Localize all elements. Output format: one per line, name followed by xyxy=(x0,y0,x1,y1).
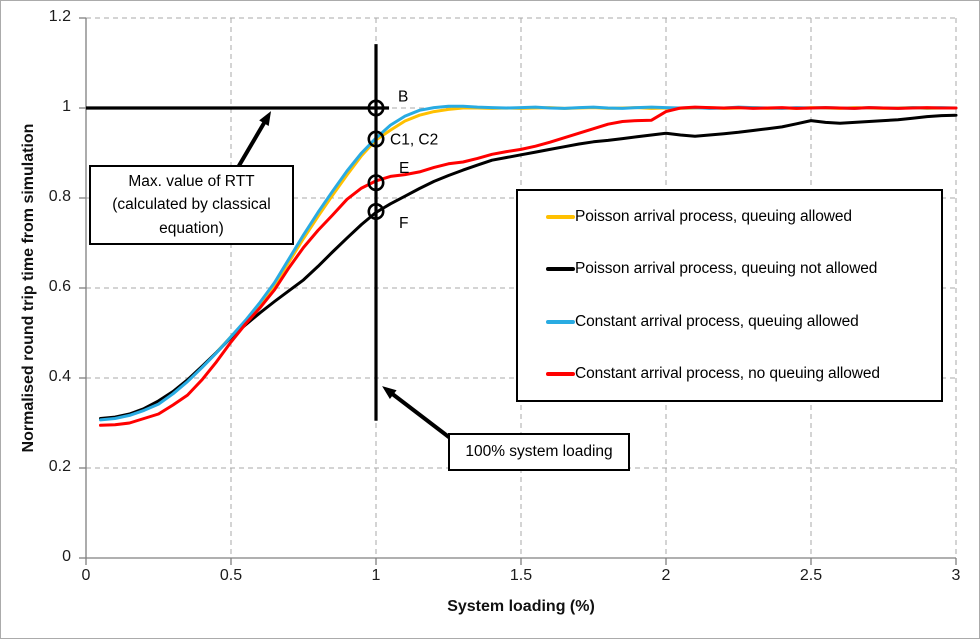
marker-circle-F xyxy=(367,203,385,221)
annotation-arrow-max-rtt xyxy=(236,120,267,168)
x-tick-label-3: 3 xyxy=(951,567,961,584)
y-tick-label-0.4: 0.4 xyxy=(48,368,71,385)
annotation-arrowhead-max-rtt xyxy=(259,111,272,127)
x-tick-label-2: 2 xyxy=(661,567,671,584)
legend-label: Poisson arrival process, queuing not all… xyxy=(575,260,878,278)
legend-line-swatch xyxy=(546,215,575,220)
legend-item-constant-queuing-allowed: Constant arrival process, queuing allowe… xyxy=(546,313,941,331)
legend-line-swatch xyxy=(546,371,575,376)
y-tick-label-1: 1 xyxy=(62,98,71,115)
x-tick-label-1.5: 1.5 xyxy=(509,567,533,584)
legend: Poisson arrival process, queuing allowed… xyxy=(516,189,943,402)
legend-label: Constant arrival process, queuing allowe… xyxy=(575,312,859,330)
annotation-arrow-loading-100 xyxy=(390,391,452,440)
x-tick-label-2.5: 2.5 xyxy=(799,567,823,584)
marker-label-F: F xyxy=(399,215,408,232)
marker-label-C1-C2: C1, C2 xyxy=(390,132,438,149)
annotation-max-rtt: Max. value of RTT (calculated by classic… xyxy=(89,165,294,245)
legend-line-swatch xyxy=(546,267,575,272)
annotation-arrowhead-loading-100 xyxy=(382,386,397,399)
y-tick-label-0: 0 xyxy=(62,548,71,565)
legend-item-poisson-queuing-not-allowed: Poisson arrival process, queuing not all… xyxy=(546,260,941,278)
y-tick-label-0.8: 0.8 xyxy=(48,188,71,205)
marker-label-E: E xyxy=(399,160,409,177)
x-tick-label-1: 1 xyxy=(371,567,381,584)
legend-line-swatch xyxy=(546,319,575,324)
marker-circle-B xyxy=(367,99,385,117)
legend-item-poisson-queuing-allowed: Poisson arrival process, queuing allowed xyxy=(546,208,941,226)
legend-item-constant-no-queuing-allowed: Constant arrival process, no queuing all… xyxy=(546,365,941,383)
legend-label: Constant arrival process, no queuing all… xyxy=(575,364,880,382)
marker-label-B: B xyxy=(398,89,408,106)
x-tick-label-0: 0 xyxy=(81,567,91,584)
series-line-constant-no-queuing-allowed xyxy=(99,105,958,427)
marker-circle-C1-C2 xyxy=(367,130,385,148)
x-axis-title: System loading (%) xyxy=(447,598,595,615)
annotation-100-percent-loading: 100% system loading xyxy=(448,433,630,471)
y-tick-label-0.6: 0.6 xyxy=(48,278,71,295)
x-tick-label-0.5: 0.5 xyxy=(219,567,243,584)
y-tick-label-0.2: 0.2 xyxy=(48,458,71,475)
y-tick-label-1.2: 1.2 xyxy=(48,8,71,25)
legend-label: Poisson arrival process, queuing allowed xyxy=(575,208,852,226)
marker-circle-E xyxy=(367,174,385,192)
